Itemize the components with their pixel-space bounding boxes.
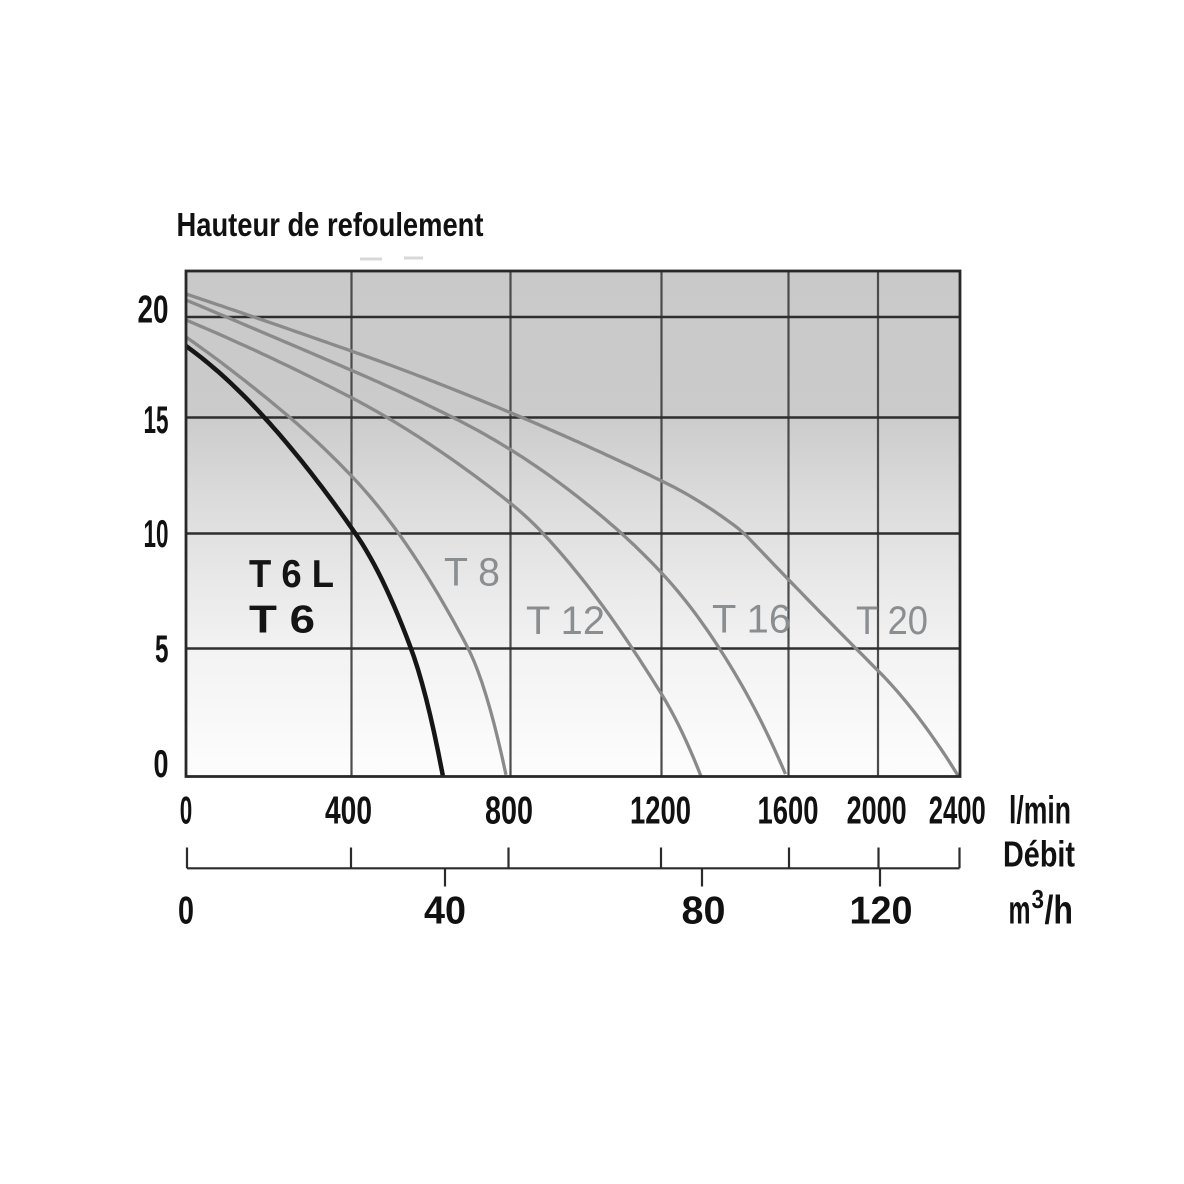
svg-text:0: 0 [154, 743, 169, 786]
svg-text:80: 80 [682, 890, 726, 933]
svg-text:15: 15 [144, 399, 169, 442]
svg-text:T 12: T 12 [526, 599, 605, 643]
svg-text:T 20: T 20 [856, 599, 928, 643]
svg-text:/h: /h [1045, 889, 1074, 933]
svg-text:400: 400 [325, 789, 372, 832]
svg-text:1600: 1600 [758, 789, 819, 832]
svg-text:l/min: l/min [1009, 790, 1071, 833]
svg-text:0: 0 [178, 890, 194, 933]
svg-text:T 6 L: T 6 L [249, 553, 334, 596]
svg-text:1200: 1200 [630, 789, 691, 832]
svg-text:Hauteur de refoulement: Hauteur de refoulement [177, 206, 484, 243]
svg-text:3: 3 [1032, 884, 1045, 914]
svg-text:40: 40 [424, 890, 466, 933]
svg-text:2000: 2000 [847, 789, 907, 832]
svg-text:T 8: T 8 [444, 551, 500, 595]
svg-text:Débit: Débit [1003, 834, 1075, 875]
svg-text:T 16: T 16 [712, 598, 791, 642]
svg-text:5: 5 [155, 628, 169, 671]
svg-text:0: 0 [180, 789, 193, 832]
svg-text:T 6: T 6 [249, 599, 315, 642]
svg-text:800: 800 [485, 789, 533, 832]
svg-text:10: 10 [144, 513, 169, 556]
svg-text:m: m [1009, 889, 1031, 933]
svg-text:120: 120 [850, 890, 913, 933]
svg-text:2400: 2400 [929, 789, 986, 832]
svg-text:20: 20 [138, 288, 169, 331]
